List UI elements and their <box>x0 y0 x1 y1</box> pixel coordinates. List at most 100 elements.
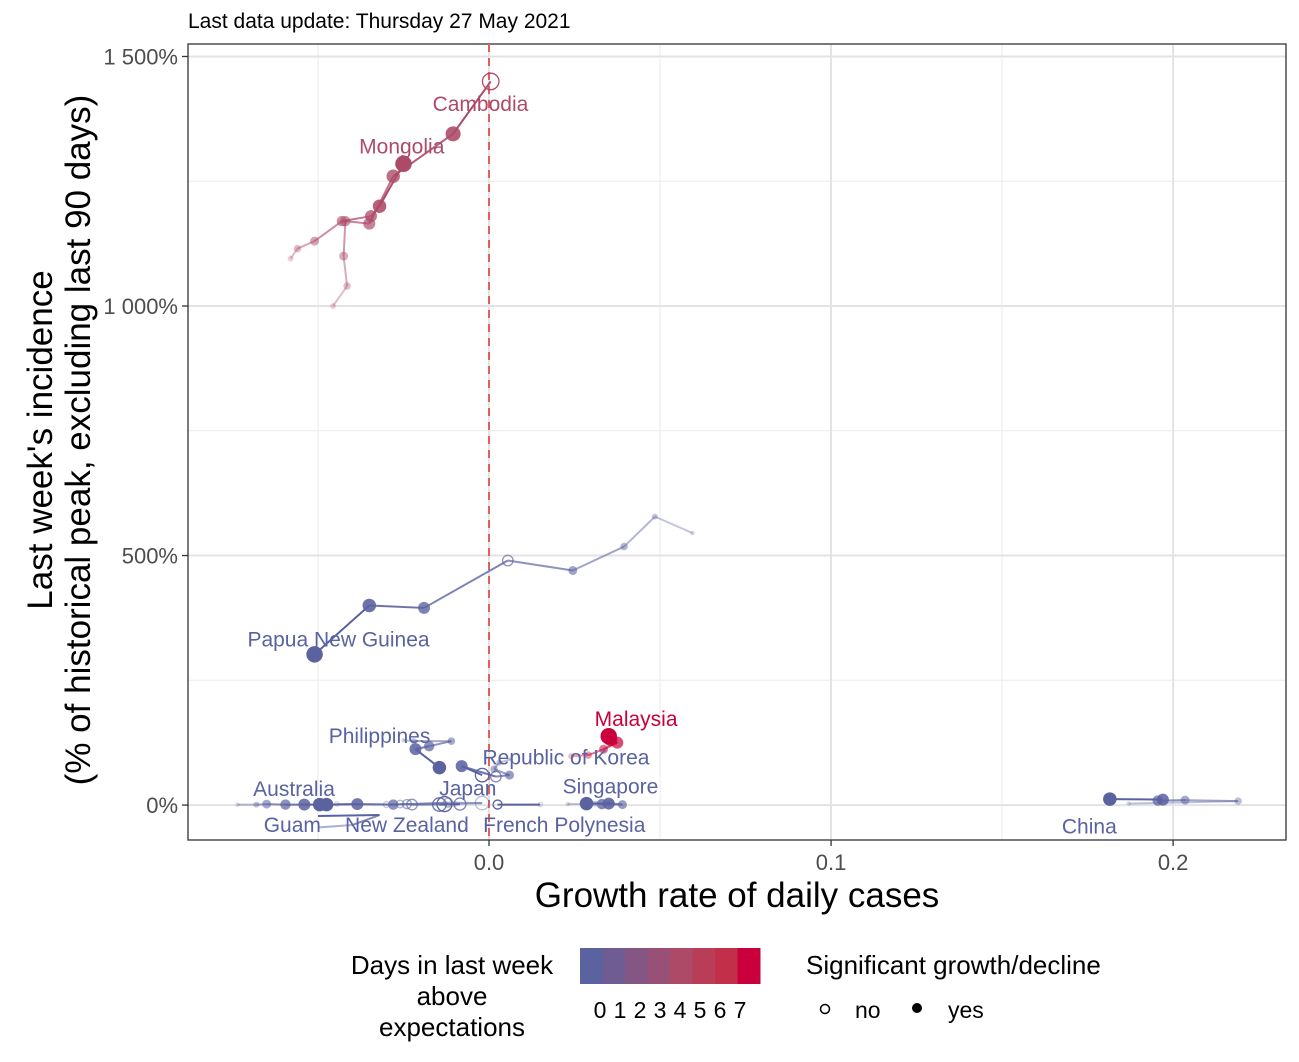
x-tick-label-1: 0.1 <box>816 850 847 875</box>
mongolia-point-6 <box>395 155 412 173</box>
papua-new-guinea-point-3 <box>568 566 578 576</box>
australia-point-3 <box>280 799 291 810</box>
cambodia-segment-1 <box>342 255 349 287</box>
label-guam: Guam <box>264 814 321 837</box>
japan-point-1 <box>474 795 490 811</box>
y-tick-label-1: 500% <box>122 544 178 569</box>
new-zealand-point-5 <box>453 797 467 811</box>
papua-new-guinea-segment-2 <box>572 545 625 572</box>
legend-days-title-line-1: Days in last week <box>351 950 554 980</box>
singapore-point-5 <box>602 797 615 810</box>
guam-segment-0 <box>317 824 353 829</box>
y-axis-label: Last week's incidence (% of historical p… <box>21 95 98 786</box>
papua-new-guinea-point-1 <box>651 513 658 520</box>
mongolia-point-3 <box>336 215 348 227</box>
colorbar-label-1: 1 <box>614 997 627 1023</box>
legend-days-title-line-2: above <box>417 981 488 1011</box>
label-australia: Australia <box>253 778 335 801</box>
japan-point-5 <box>319 797 334 812</box>
cambodia-point-7 <box>481 72 500 91</box>
philippines-segment-0 <box>403 739 414 743</box>
mongolia-point-0 <box>287 255 294 262</box>
label-republic-of-korea: Republic of Korea <box>483 747 650 770</box>
cambodia-segment-6 <box>452 80 492 135</box>
republic-of-korea-point-5 <box>455 760 468 773</box>
legend-days-title-line-3: expectations <box>379 1012 525 1042</box>
philippines-point-1 <box>410 738 417 745</box>
series-republic-of-korea <box>455 756 515 783</box>
malaysia-point-0 <box>568 753 575 760</box>
republic-of-korea-point-6 <box>474 767 490 783</box>
label-new-zealand: New Zealand <box>345 814 469 837</box>
papua-new-guinea-point-5 <box>418 601 431 614</box>
y-axis-label-line-1: Last week's incidence <box>21 270 60 609</box>
philippines-point-5 <box>432 760 447 775</box>
japan-point-0 <box>451 801 458 808</box>
cambodia-point-6 <box>445 126 461 142</box>
republic-of-korea-point-4 <box>489 770 502 783</box>
papua-new-guinea-point-6 <box>362 598 377 613</box>
colorbar-segment-1 <box>602 948 626 984</box>
china-point-4 <box>1156 793 1169 806</box>
philippines-point-3 <box>423 740 435 752</box>
colorbar-label-4: 4 <box>674 997 687 1023</box>
series-china <box>1103 792 1242 806</box>
x-tick-label-2: 0.2 <box>1158 850 1189 875</box>
colorbar-segment-7 <box>737 948 761 984</box>
legend-no-label: no <box>855 997 881 1023</box>
china-point-1 <box>1234 797 1242 805</box>
label-malaysia: Malaysia <box>595 708 678 731</box>
singapore-point-6 <box>579 796 594 811</box>
cambodia-point-5 <box>386 169 400 184</box>
colorbar-segment-4 <box>670 948 693 984</box>
china-point-0 <box>1126 801 1131 806</box>
singapore-point-1 <box>592 800 599 807</box>
malaysia-segment-0 <box>571 754 589 758</box>
colorbar-label-6: 6 <box>714 997 727 1023</box>
singapore-point-3 <box>617 800 627 810</box>
australia-point-2 <box>262 799 272 809</box>
series-mongolia <box>287 155 412 262</box>
french-polynesia-point-0 <box>537 801 544 808</box>
series-japan <box>319 795 490 812</box>
papua-new-guinea-segment-5 <box>369 604 425 609</box>
chart-subtitle: Last data update: Thursday 27 May 2021 <box>188 10 571 33</box>
y-axis-label-line-2: (% of historical peak, excluding last 90… <box>59 95 98 786</box>
japan-point-4 <box>351 798 364 811</box>
label-philippines: Philippines <box>329 725 431 748</box>
malaysia-point-1 <box>584 751 592 759</box>
cambodia-point-2 <box>339 251 349 261</box>
legend-no-marker <box>819 1003 831 1015</box>
colorbar-segment-5 <box>692 948 716 984</box>
series-french-polynesia <box>492 799 544 810</box>
philippines-point-2 <box>447 737 456 745</box>
series-guam <box>317 814 380 829</box>
y-tick-label-2: 1 000% <box>103 294 178 319</box>
colorbar-segment-6 <box>715 948 738 984</box>
colorbar-segment-3 <box>647 948 671 984</box>
mongolia-point-2 <box>310 236 320 246</box>
label-cambodia: Cambodia <box>433 93 529 116</box>
mongolia-point-1 <box>293 244 302 253</box>
papua-new-guinea-segment-4 <box>423 559 509 609</box>
australia-point-1 <box>253 801 260 808</box>
series-malaysia <box>568 727 624 760</box>
papua-new-guinea-point-0 <box>690 530 695 536</box>
philippines-point-0 <box>401 737 406 743</box>
cambodia-segment-2 <box>342 221 347 257</box>
malaysia-point-2 <box>599 744 609 754</box>
cambodia-point-1 <box>343 282 351 290</box>
colorbar-label-5: 5 <box>694 997 707 1023</box>
guam-segment-2 <box>317 814 380 818</box>
cambodia-point-0 <box>330 303 337 310</box>
y-tick-label-0: 0% <box>146 793 178 818</box>
series-papua-new-guinea <box>306 513 695 663</box>
china-point-2 <box>1180 795 1190 805</box>
legend-yes-marker <box>912 1003 922 1013</box>
colorbar-label-0: 0 <box>594 997 607 1023</box>
japan-segment-2 <box>393 801 448 806</box>
philippines-point-4 <box>409 743 422 756</box>
china-segment-1 <box>1185 799 1239 803</box>
